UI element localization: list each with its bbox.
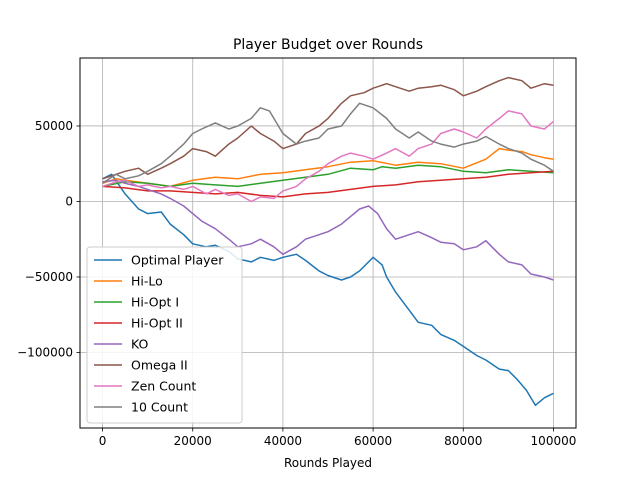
y-tick-label: −100000 bbox=[17, 345, 73, 359]
x-axis-label: Rounds Played bbox=[284, 456, 372, 470]
series-line-ko bbox=[102, 179, 554, 281]
legend-label-hi-opt-ii: Hi-Opt II bbox=[131, 316, 183, 331]
y-tick-label: −50000 bbox=[25, 270, 73, 284]
legend-label-omega-ii: Omega II bbox=[131, 358, 188, 373]
series-line-hi-opt-i bbox=[102, 164, 554, 188]
series-line-optimal-player bbox=[102, 173, 554, 407]
legend-label-hi-lo: Hi-Lo bbox=[131, 274, 163, 289]
x-axis: 0 20000 40000 60000 80000 100000 bbox=[99, 428, 577, 448]
x-tick-label: 20000 bbox=[174, 434, 212, 448]
series-line-hi-opt-ii bbox=[102, 170, 554, 198]
legend: Optimal Player Hi-Lo Hi-Opt I Hi-Opt II KO Om… bbox=[86, 246, 243, 424]
x-tick-label: 80000 bbox=[444, 434, 482, 448]
plot-frame bbox=[79, 57, 577, 429]
chart-title: Player Budget over Rounds bbox=[233, 37, 423, 53]
legend-label-hi-opt-i: Hi-Opt I bbox=[131, 295, 179, 310]
legend-label-10-count: 10 Count bbox=[131, 400, 188, 415]
x-tick-label: 40000 bbox=[264, 434, 302, 448]
legend-label-ko: KO bbox=[131, 337, 149, 352]
y-tick-label: 50000 bbox=[35, 119, 73, 133]
x-tick-label: 100000 bbox=[531, 434, 577, 448]
legend-label-optimal-player: Optimal Player bbox=[131, 253, 224, 268]
x-tick-label: 60000 bbox=[354, 434, 392, 448]
x-tick-label: 0 bbox=[99, 434, 107, 448]
legend-box bbox=[86, 246, 243, 424]
y-tick-label: 0 bbox=[65, 194, 73, 208]
legend-label-zen-count: Zen Count bbox=[131, 379, 196, 394]
series-lines bbox=[102, 76, 554, 407]
series-line-omega-ii bbox=[102, 76, 554, 180]
y-axis: −100000 −50000 0 50000 bbox=[17, 119, 80, 359]
series-line-zen-count bbox=[102, 110, 554, 203]
series-line-10-count bbox=[102, 102, 554, 184]
